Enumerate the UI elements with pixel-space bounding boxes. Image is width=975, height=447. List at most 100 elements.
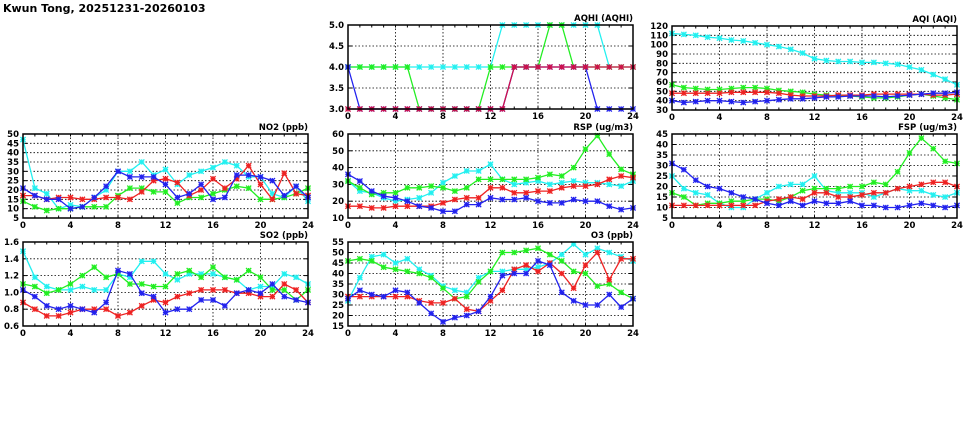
- x-tick-label: 12: [485, 112, 497, 122]
- x-tick-label: 0: [345, 221, 351, 231]
- data-point: [67, 309, 74, 316]
- x-tick-label: 20: [255, 221, 267, 231]
- data-point: [245, 185, 252, 192]
- data-point: [257, 173, 264, 180]
- data-point: [55, 196, 62, 203]
- data-point: [475, 201, 482, 208]
- data-point: [799, 50, 806, 57]
- data-point: [209, 196, 217, 203]
- data-point: [257, 196, 264, 203]
- data-point: [787, 193, 794, 201]
- data-point: [368, 253, 375, 260]
- data-point: [380, 193, 387, 200]
- x-tick-label: 0: [669, 113, 675, 123]
- data-point: [356, 255, 363, 262]
- data-point: [906, 202, 913, 209]
- data-point: [126, 185, 133, 192]
- data-point: [618, 255, 625, 262]
- data-point: [882, 93, 889, 100]
- data-point: [799, 181, 806, 188]
- data-point: [835, 189, 842, 196]
- data-point: [186, 190, 193, 197]
- data-point: [594, 63, 601, 71]
- data-point: [67, 286, 74, 293]
- x-tick-label: 4: [68, 329, 74, 339]
- data-point: [150, 188, 157, 195]
- data-point: [763, 189, 771, 196]
- y-tick-label: 25: [7, 177, 19, 187]
- data-point: [245, 267, 252, 274]
- data-point: [43, 190, 50, 197]
- data-point: [269, 177, 276, 184]
- data-point: [245, 290, 252, 297]
- data-point: [114, 194, 122, 201]
- y-tick-label: 10: [332, 214, 344, 224]
- data-point: [209, 164, 217, 171]
- data-point: [594, 245, 601, 252]
- data-point: [43, 290, 50, 297]
- data-point: [799, 89, 806, 96]
- data-point: [570, 297, 577, 304]
- data-point: [487, 297, 494, 304]
- data-point: [103, 203, 110, 210]
- data-point: [281, 293, 288, 300]
- data-point: [198, 194, 205, 201]
- x-tick-label: 20: [255, 329, 267, 339]
- data-point: [404, 198, 411, 205]
- data-point: [775, 202, 782, 209]
- data-point: [233, 183, 240, 190]
- data-point: [233, 175, 240, 182]
- page-title: Kwun Tong, 20251231-20260103: [3, 2, 206, 15]
- data-point: [692, 98, 699, 105]
- data-point: [930, 179, 937, 186]
- data-point: [942, 204, 949, 211]
- data-point: [392, 287, 399, 294]
- data-point: [174, 179, 181, 186]
- data-point: [380, 189, 387, 196]
- data-point: [606, 249, 613, 256]
- data-point: [368, 204, 375, 211]
- data-point: [392, 293, 399, 300]
- data-point: [606, 151, 613, 158]
- data-point: [67, 194, 74, 201]
- data-point: [221, 194, 228, 201]
- data-point: [439, 208, 447, 215]
- chart-title: AQI (AQI): [912, 15, 957, 25]
- data-point: [763, 41, 771, 48]
- aqi-chart: 30 40 50 60 70 80 90 100 110 120 0 4 8 12 16 20 24 AQI (A…: [650, 15, 963, 123]
- data-point: [835, 200, 842, 207]
- data-point: [716, 185, 723, 192]
- data-point: [368, 63, 375, 71]
- data-point: [79, 196, 86, 203]
- data-point: [269, 286, 276, 293]
- data-point: [293, 183, 300, 190]
- data-point: [43, 196, 50, 203]
- data-point: [404, 289, 411, 296]
- data-point: [582, 301, 589, 309]
- data-point: [162, 270, 169, 277]
- data-point: [221, 302, 228, 309]
- data-point: [523, 247, 530, 254]
- data-point: [570, 285, 577, 292]
- data-point: [752, 84, 759, 91]
- data-point: [511, 181, 518, 188]
- data-point: [523, 262, 530, 269]
- data-point: [198, 286, 205, 293]
- data-point: [463, 306, 470, 313]
- data-point: [439, 184, 447, 191]
- data-point: [918, 66, 925, 73]
- data-point: [942, 76, 949, 83]
- data-point: [269, 293, 276, 300]
- data-point: [692, 177, 699, 184]
- data-point: [162, 188, 169, 195]
- data-point: [728, 202, 735, 209]
- data-point: [162, 175, 169, 182]
- data-point: [499, 268, 506, 275]
- data-point: [162, 283, 169, 290]
- data-point: [67, 302, 74, 309]
- data-point: [787, 95, 794, 102]
- data-point: [451, 314, 458, 321]
- data-point: [680, 166, 687, 173]
- series-blue: [344, 171, 637, 215]
- data-point: [91, 309, 98, 316]
